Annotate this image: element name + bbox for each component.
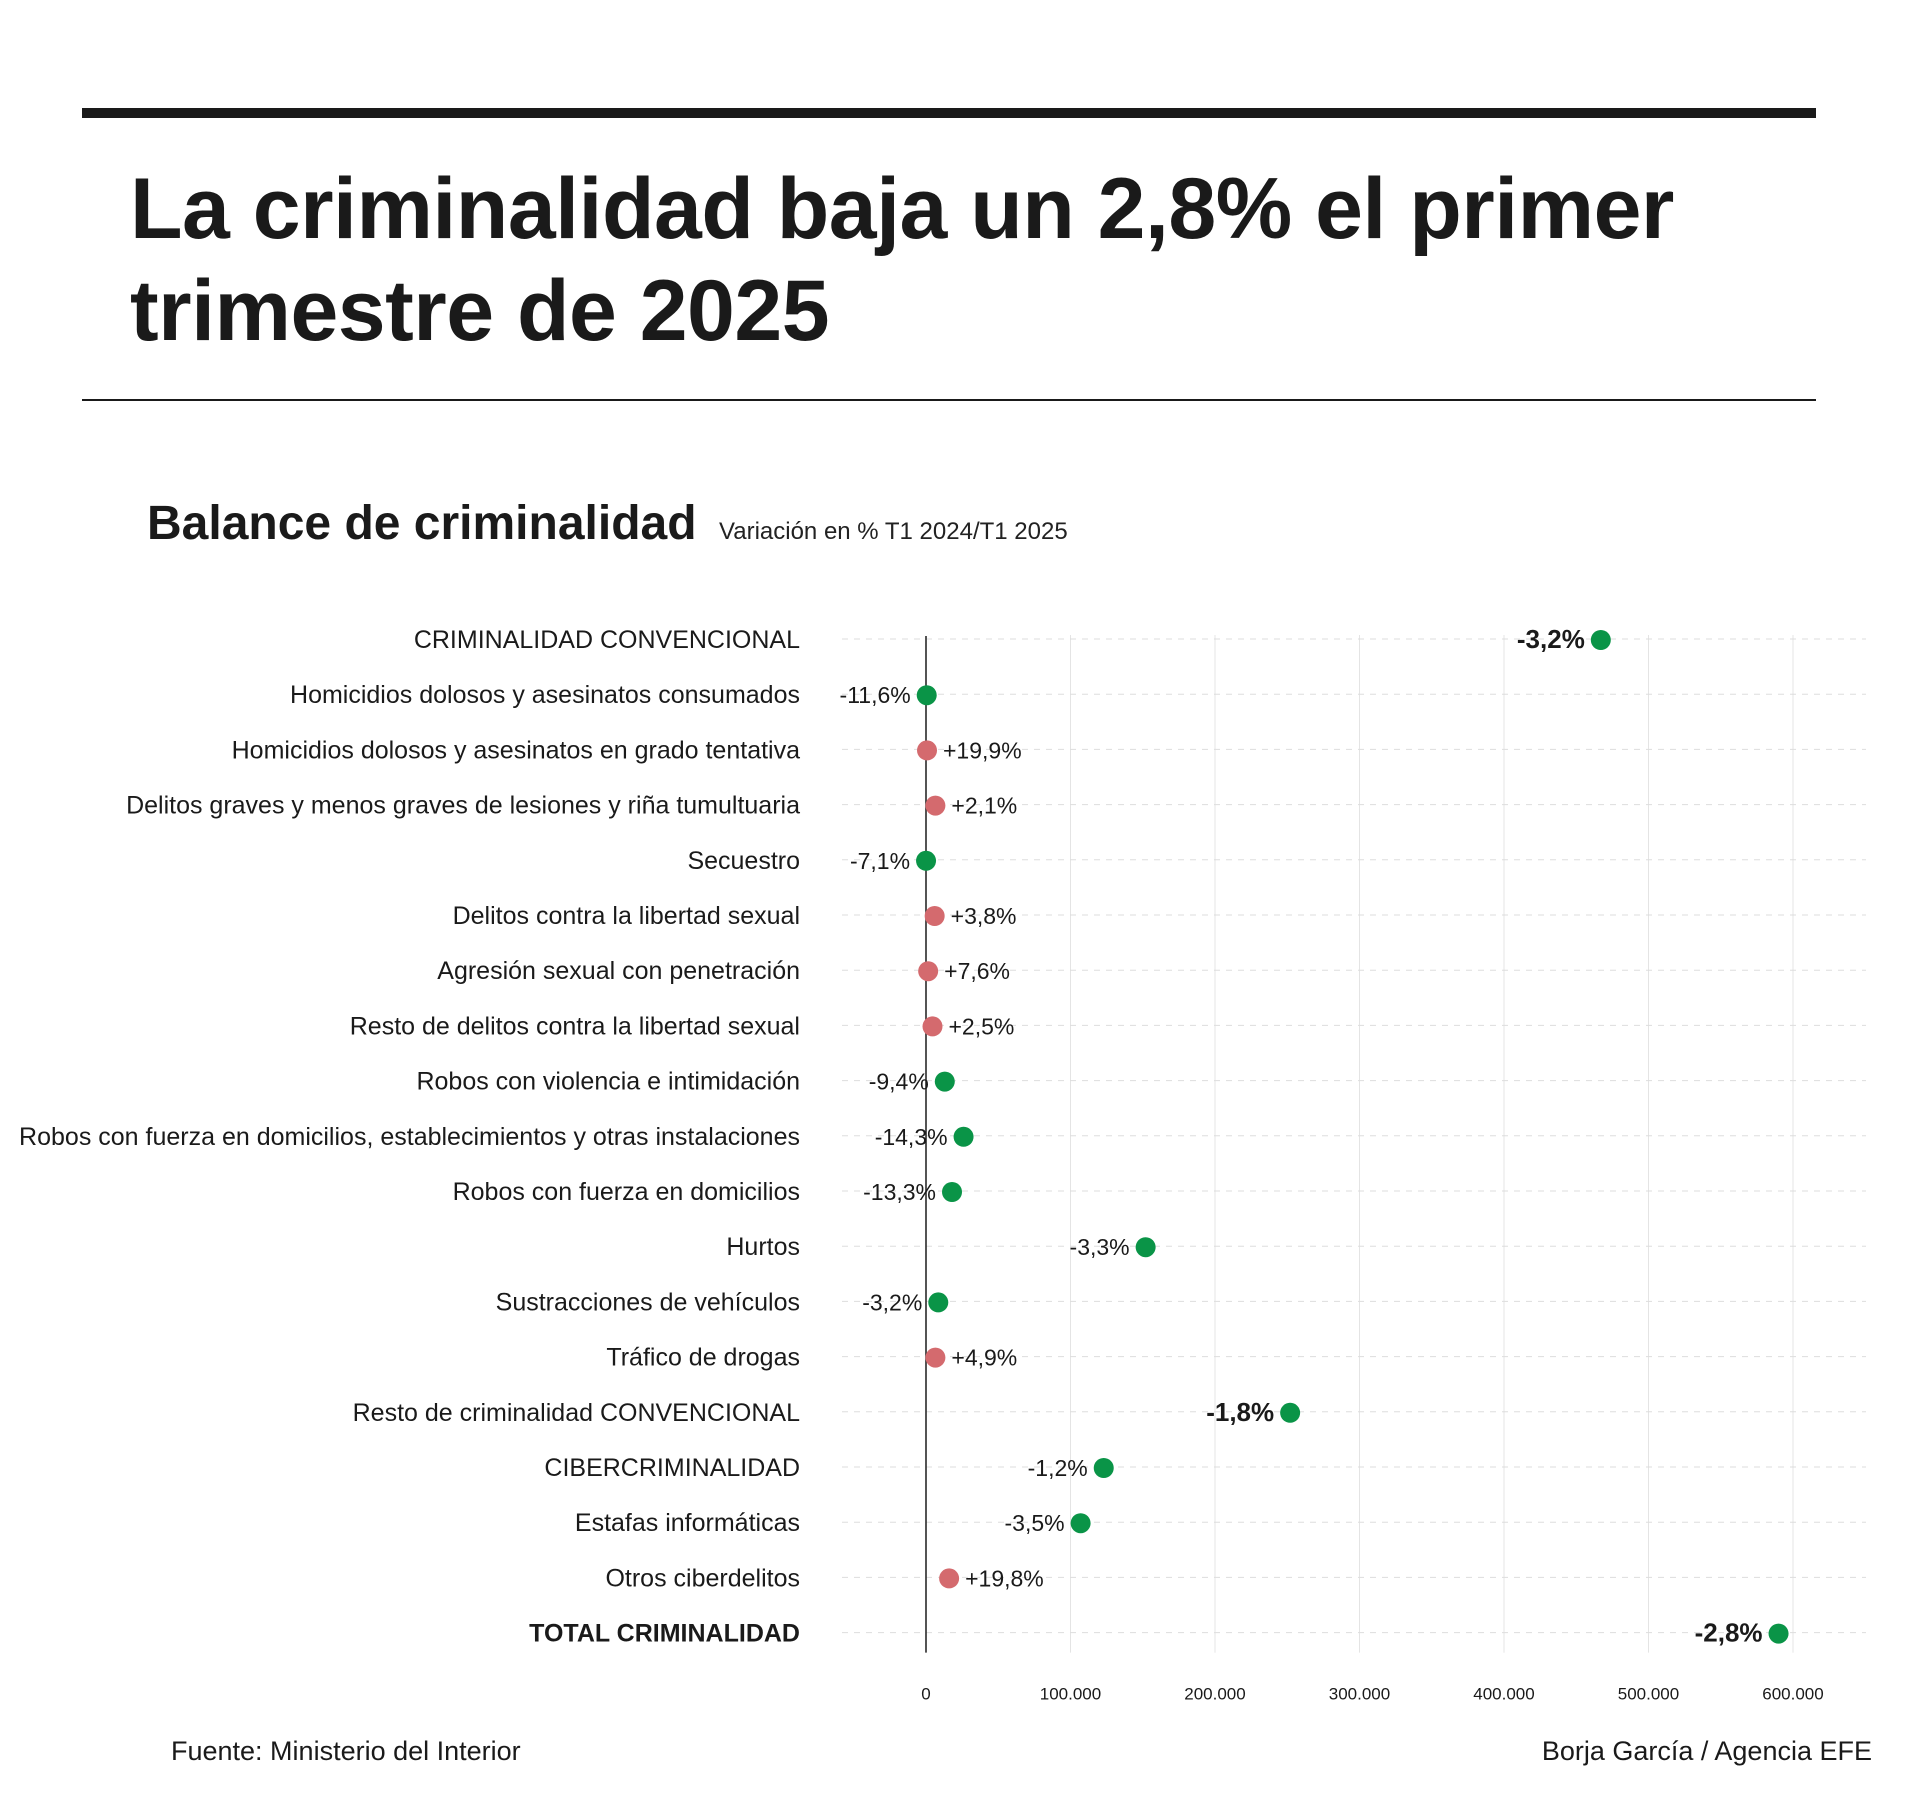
row-label: Agresión sexual con penetración [437,957,800,985]
increase-dot [925,795,946,816]
x-tick-label: 600.000 [1762,1685,1823,1700]
change-label: +19,9% [943,737,1022,763]
change-label: +19,8% [965,1565,1044,1591]
chart-heading: Balance de criminalidad Variación en % T… [147,496,1068,551]
x-tick-label: 100.000 [1040,1685,1101,1700]
change-label: -9,4% [869,1069,929,1095]
increase-dot [939,1568,960,1589]
decrease-dot [942,1182,963,1202]
decrease-dot [928,1292,949,1313]
change-label: +4,9% [951,1345,1017,1371]
increase-dot [922,1016,943,1037]
x-tick-label: 0 [921,1685,930,1700]
change-label: -2,8% [1695,1618,1763,1648]
row-label: Delitos graves y menos graves de lesione… [126,792,800,820]
decrease-dot [1070,1513,1091,1534]
change-label: -1,2% [1028,1455,1088,1481]
change-label: -3,2% [1517,624,1585,654]
row-label: Otros ciberdelitos [605,1564,800,1592]
increase-dot [925,1347,946,1368]
x-tick-label: 200.000 [1184,1685,1245,1700]
headline: La criminalidad baja un 2,8% el primer t… [130,161,1674,359]
top-rule [82,108,1816,118]
dot-chart: 0 100.000 200.000 300.000 400.000 500.000 600.… [19,624,1866,1700]
decrease-dot [916,850,937,871]
row-label: Delitos contra la libertad sexual [453,902,800,930]
change-label: -3,2% [862,1289,922,1315]
x-tick-label: 300.000 [1329,1685,1390,1700]
row-label: CIBERCRIMINALIDAD [544,1454,800,1482]
change-label: -11,6% [840,682,911,708]
x-tick-label: 500.000 [1618,1685,1679,1700]
change-label: -3,3% [1070,1234,1130,1260]
change-label: -7,1% [850,848,910,874]
decrease-dot [934,1071,955,1092]
increase-dot [924,906,945,926]
change-label: +2,5% [949,1013,1015,1039]
decrease-dot [916,685,937,706]
row-label: Robos con violencia e intimidación [416,1068,800,1096]
change-label: +7,6% [944,958,1010,984]
change-label: +2,1% [951,793,1017,819]
row-label: Secuestro [687,847,800,875]
row-label: CRIMINALIDAD CONVENCIONAL [414,626,800,654]
change-label: -13,3% [863,1179,936,1205]
title-rule [82,399,1816,401]
decrease-dot [1135,1237,1156,1258]
chart-subtitle: Variación en % T1 2024/T1 2025 [719,518,1068,545]
credit-note: Borja García / Agencia EFE [1541,1736,1872,1766]
row-label: Tráfico de drogas [606,1344,800,1372]
decrease-dot [1093,1458,1114,1478]
source-note: Fuente: Ministerio del Interior [171,1736,521,1766]
change-label: -3,5% [1005,1510,1065,1536]
row-label: TOTAL CRIMINALIDAD [529,1620,800,1648]
x-tick-label: 400.000 [1473,1685,1534,1700]
row-label: Resto de delitos contra la libertad sexu… [350,1012,800,1040]
change-label: -1,8% [1206,1397,1274,1427]
row-label: Sustracciones de vehículos [496,1288,800,1316]
row-label: Estafas informáticas [575,1509,800,1537]
row-label: Robos con fuerza en domicilios, establec… [19,1123,800,1151]
decrease-dot [1590,630,1611,650]
change-label: -14,3% [875,1124,948,1150]
row-label: Homicidios dolosos y asesinatos en grado… [232,736,800,764]
decrease-dot [953,1126,974,1147]
row-label: Hurtos [726,1233,800,1261]
change-label: +3,8% [951,903,1017,929]
row-label: Robos con fuerza en domicilios [453,1178,800,1206]
increase-dot [918,961,939,982]
decrease-dot [1280,1402,1301,1423]
chart-title: Balance de criminalidad [147,497,697,550]
increase-dot [917,740,938,761]
row-label: Resto de criminalidad CONVENCIONAL [353,1399,800,1427]
row-label: Homicidios dolosos y asesinatos consumad… [290,681,800,709]
decrease-dot [1768,1623,1789,1644]
